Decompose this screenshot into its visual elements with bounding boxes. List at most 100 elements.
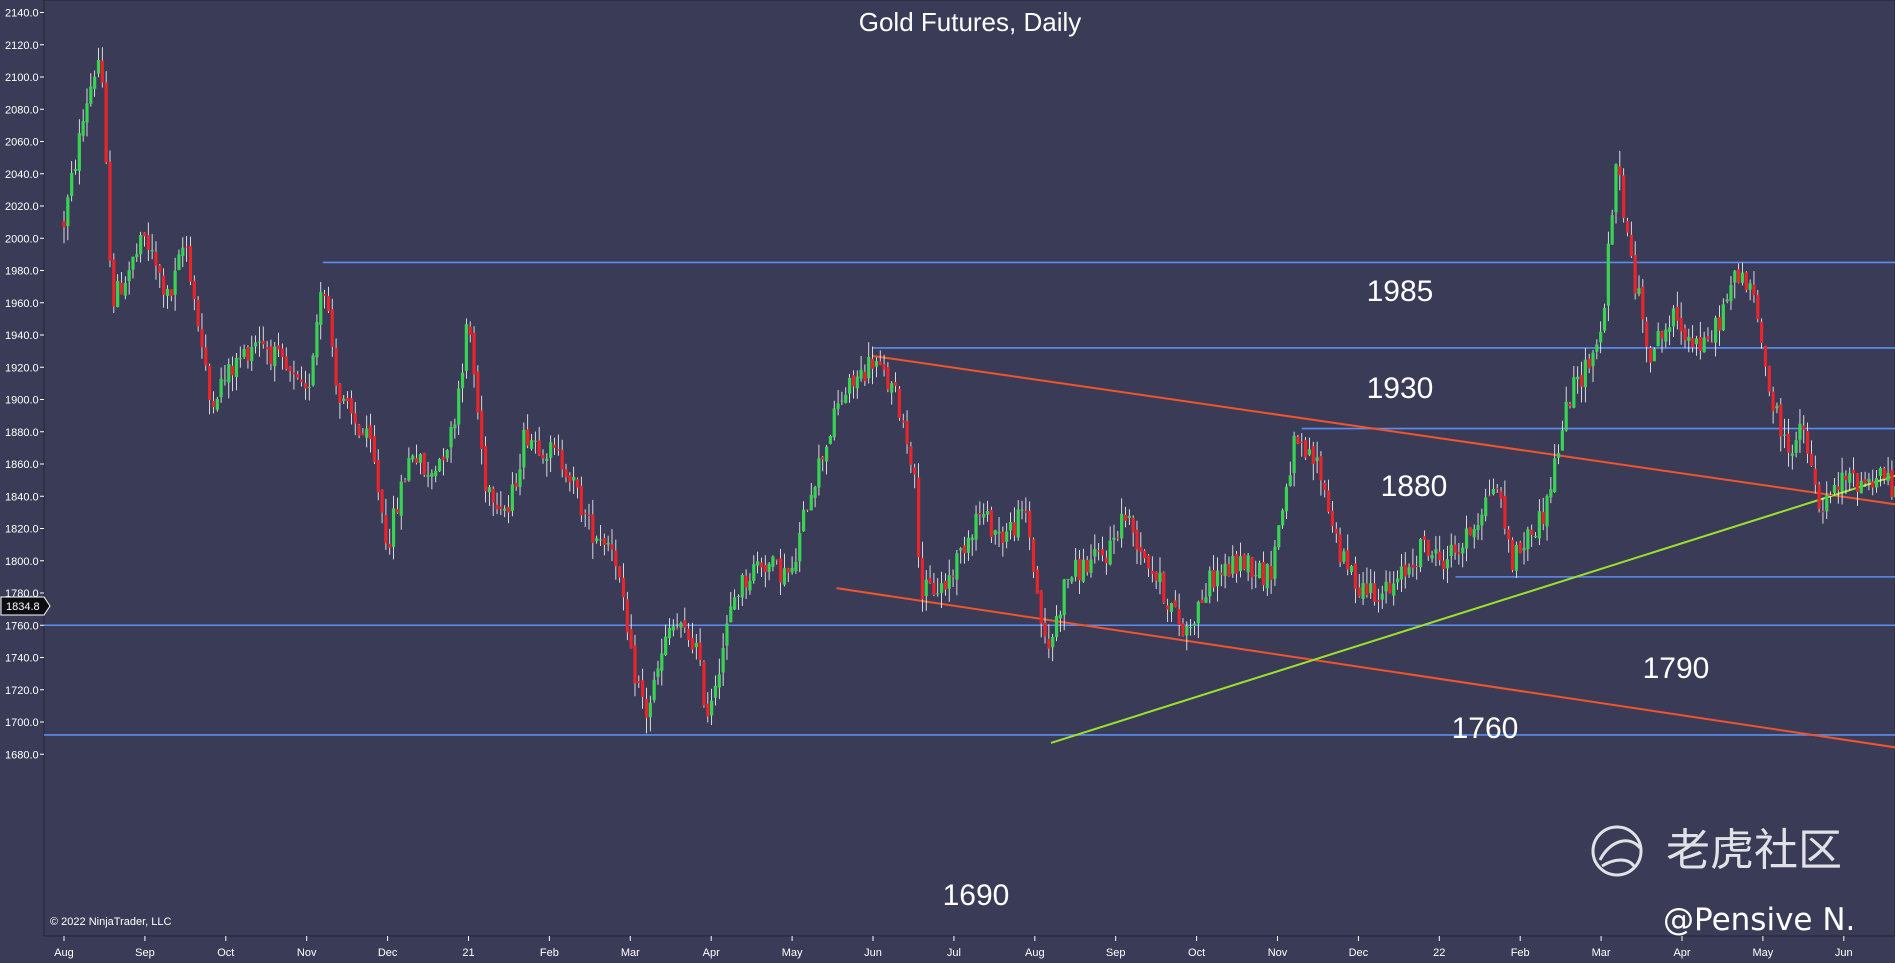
candle-body <box>1656 331 1660 347</box>
candle-body <box>729 606 733 623</box>
candle-body <box>771 556 775 567</box>
candle-body <box>238 358 242 360</box>
candle-body <box>1449 544 1453 557</box>
candle-body <box>671 626 675 631</box>
candle-body <box>460 372 465 389</box>
y-tick-label: 1720.0 <box>5 685 39 697</box>
candle-body <box>437 459 442 472</box>
candle-body <box>1606 243 1610 306</box>
candle-body <box>506 507 511 513</box>
candle-body <box>1357 587 1361 597</box>
candle-body <box>1518 542 1522 554</box>
candle-body <box>1855 473 1860 492</box>
candle-body <box>782 568 787 585</box>
trendline <box>836 587 1895 749</box>
candle-body <box>1338 534 1342 563</box>
candle-body <box>1204 597 1208 603</box>
candle-body <box>1691 338 1695 348</box>
x-tick-label: Nov <box>1268 947 1288 959</box>
candle-body <box>1610 215 1614 245</box>
candle-body <box>1288 475 1292 486</box>
candle-body <box>480 410 484 449</box>
candle-body <box>1005 531 1009 542</box>
candle-body <box>1553 458 1557 493</box>
candle-body <box>250 346 254 361</box>
candle-body <box>970 537 974 541</box>
candle-body <box>457 388 461 425</box>
candle-body <box>1445 559 1449 569</box>
candle-body <box>595 538 599 542</box>
candle-body <box>1733 270 1737 283</box>
candle-body <box>675 628 679 630</box>
candle-body <box>261 340 265 345</box>
candle-body <box>1491 489 1495 495</box>
candle-body <box>445 449 449 459</box>
candle-body <box>1162 572 1166 603</box>
candle-body <box>414 458 419 463</box>
candle-body <box>1461 547 1465 554</box>
candle-body <box>1074 559 1078 577</box>
candle-body <box>1361 583 1365 599</box>
candle-body <box>1139 546 1143 552</box>
candle-body <box>583 512 587 514</box>
candle-body <box>985 511 990 515</box>
candle-body <box>1181 623 1185 636</box>
candle-body <box>146 235 150 250</box>
candle-body <box>1702 337 1706 353</box>
candle-body <box>211 401 216 408</box>
candle-body <box>1372 583 1377 602</box>
x-tick-label: May <box>1753 947 1774 959</box>
candle-body <box>1200 599 1204 603</box>
x-tick-label: May <box>782 947 803 959</box>
candle-body <box>1292 435 1296 474</box>
candle-body <box>326 295 331 312</box>
candle-body <box>200 328 204 348</box>
candle-body <box>1349 566 1354 572</box>
candle-body <box>1763 345 1768 367</box>
candle-body <box>472 332 476 375</box>
candle-body <box>188 245 193 282</box>
candle-body <box>342 398 346 401</box>
candle-body <box>1342 551 1346 562</box>
candle-body <box>790 568 794 573</box>
candle-body <box>1794 440 1798 453</box>
candle-body <box>526 429 530 446</box>
candle-body <box>545 458 549 462</box>
candle-body <box>165 288 170 296</box>
candle-body <box>736 596 741 598</box>
x-tick-label: Mar <box>1592 947 1611 959</box>
candle-body <box>1587 358 1591 369</box>
candle-body <box>637 681 641 684</box>
tiger-logo-icon <box>1591 825 1643 877</box>
candle-body <box>1089 559 1093 573</box>
candle-body <box>1484 497 1488 517</box>
candle-body <box>384 514 388 544</box>
candle-body <box>1330 510 1335 527</box>
candle-body <box>625 599 629 633</box>
candle-body <box>1093 548 1097 557</box>
candle-body <box>1434 549 1438 554</box>
candle-body <box>357 424 361 436</box>
candle-body <box>1062 579 1066 616</box>
candle-body <box>441 456 445 461</box>
candle-body <box>1158 572 1162 583</box>
candle-body <box>234 357 239 377</box>
candle-body <box>1871 481 1875 488</box>
candle-body <box>1112 537 1116 540</box>
candle-body <box>1706 336 1710 340</box>
candle-body <box>1556 453 1561 458</box>
candle-body <box>629 629 633 649</box>
candle-body <box>334 347 338 386</box>
candle-body <box>821 457 825 460</box>
candle-body <box>185 246 189 248</box>
candle-body <box>606 542 610 545</box>
candle-body <box>372 435 377 462</box>
candle-body <box>1315 457 1319 462</box>
candle-body <box>319 291 323 325</box>
candle-body <box>840 400 844 402</box>
candle-body <box>1077 558 1082 581</box>
candle-body <box>1760 321 1764 344</box>
candle-body <box>1399 566 1404 580</box>
level-labels: 1985 1930 1880 1790 1760 1690 <box>943 275 1710 912</box>
